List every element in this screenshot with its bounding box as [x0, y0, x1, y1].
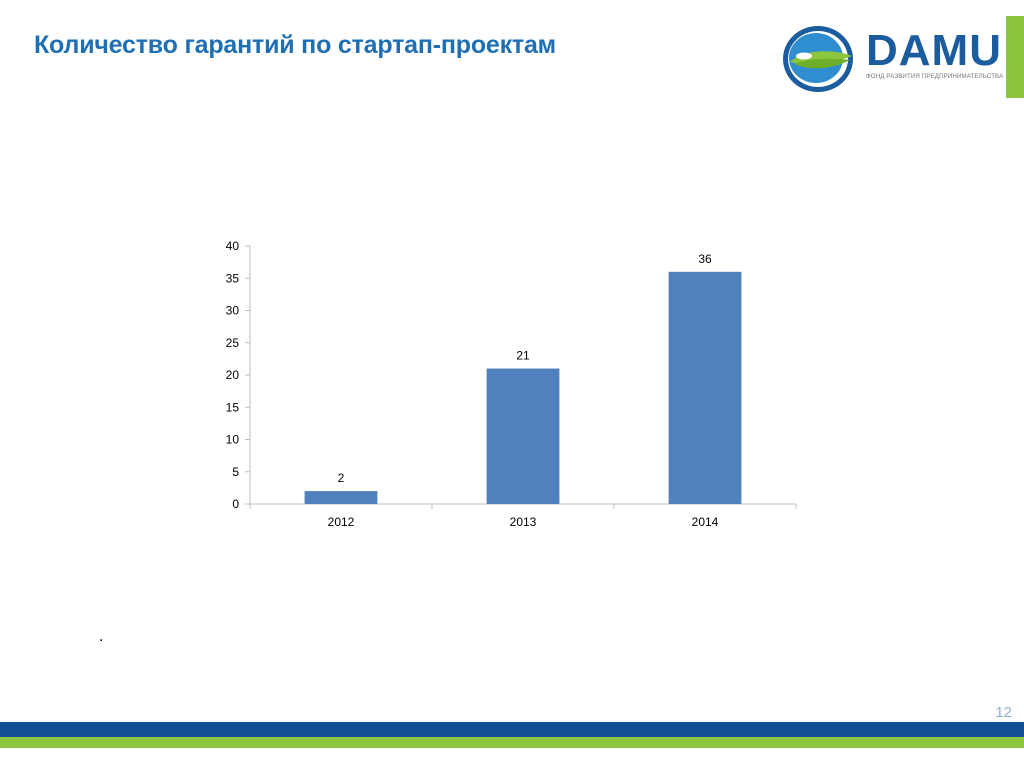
- y-tick-label: 35: [226, 271, 240, 285]
- x-axis: 2012 2013 2014: [249, 503, 797, 529]
- bar-2013: [486, 368, 560, 504]
- data-label-2014: 36: [698, 252, 712, 266]
- y-tick-label: 5: [232, 465, 239, 479]
- y-tick-label: 25: [226, 336, 240, 350]
- y-tick-label: 0: [232, 497, 239, 511]
- y-tick-label: 30: [226, 304, 240, 318]
- bar-2014: [668, 271, 742, 504]
- logo-mark-icon: [783, 26, 853, 92]
- y-tick-label: 15: [226, 400, 240, 414]
- y-tick-label: 10: [226, 433, 240, 447]
- logo-wordmark: DAMU: [866, 26, 1002, 75]
- footer-band-green: [0, 737, 1024, 748]
- data-label-2013: 21: [516, 349, 530, 363]
- accent-stripe: [1006, 16, 1024, 98]
- y-axis: 0 5 10 15 20 25 30 35 40: [226, 239, 251, 511]
- y-tick-label: 40: [226, 239, 240, 253]
- bar-series: [304, 271, 742, 504]
- x-tick-label: 2012: [328, 515, 355, 529]
- bar-chart: 0 5 10 15 20 25 30 35 40 2012 2013 2014 2 21 36: [226, 239, 797, 529]
- data-labels: 2 21 36: [338, 252, 712, 485]
- logo-tagline: ФОНД РАЗВИТИЯ ПРЕДПРИНИМАТЕЛЬСТВА: [866, 73, 1004, 80]
- footer-band-blue: [0, 722, 1024, 737]
- y-tick-label: 20: [226, 368, 240, 382]
- data-label-2012: 2: [338, 471, 345, 485]
- bar-2012: [304, 491, 378, 504]
- x-tick-label: 2014: [692, 515, 719, 529]
- slide-title: Количество гарантий по стартап-проектам: [34, 31, 556, 59]
- page-number: 12: [995, 704, 1012, 721]
- footnote: .: [99, 628, 104, 645]
- x-tick-label: 2013: [510, 515, 537, 529]
- damu-logo: DAMU ФОНД РАЗВИТИЯ ПРЕДПРИНИМАТЕЛЬСТВА: [780, 22, 1004, 94]
